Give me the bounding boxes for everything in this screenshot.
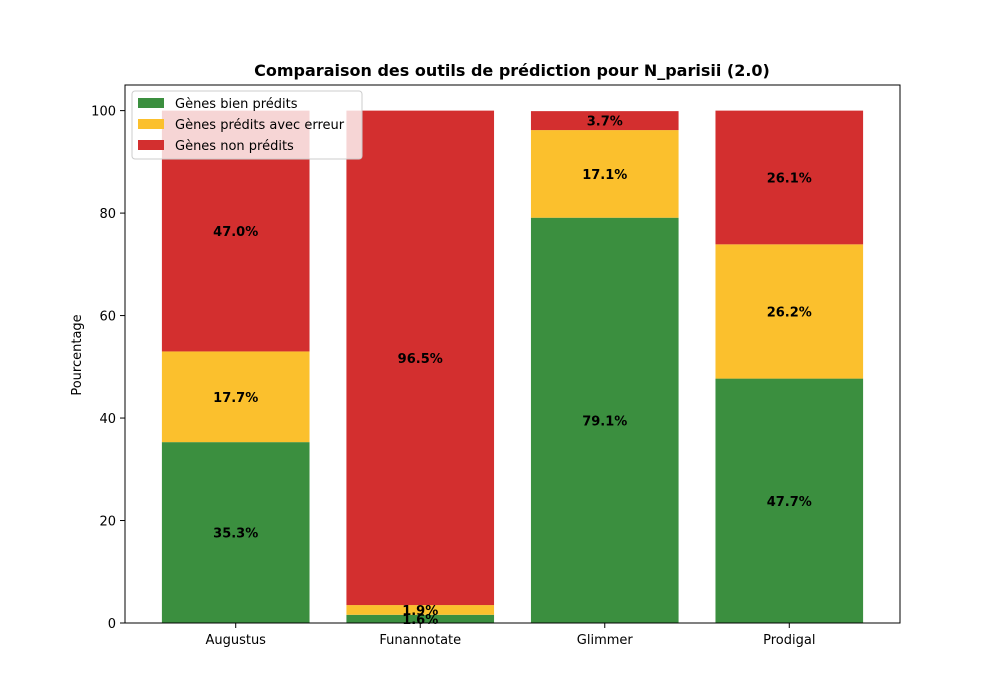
x-tick-label: Prodigal xyxy=(763,633,815,648)
y-axis: 0 20 40 60 80 100 xyxy=(91,105,125,632)
y-tick-label: 100 xyxy=(91,105,116,120)
y-tick-label: 20 xyxy=(99,515,116,530)
data-label-funannotate-series-1: 1.6% xyxy=(402,613,438,628)
data-label-glimmer-series-2: 17.1% xyxy=(582,168,627,183)
legend-label: Gènes bien prédits xyxy=(175,97,298,112)
x-tick-label: Augustus xyxy=(205,633,266,648)
bar-funannotate-series-2 xyxy=(346,605,495,615)
x-axis: Augustus Funannotate Glimmer Prodigal xyxy=(205,623,815,648)
data-label-funannotate-series-3: 96.5% xyxy=(398,352,443,367)
legend-swatch xyxy=(138,119,164,129)
data-labels-group: 35.3% 17.7% 47.0% 1.6%1.9% 96.5% 79.1% 17.1% 3.… xyxy=(213,115,812,628)
bar-prodigal-series-2 xyxy=(715,244,864,379)
legend-swatch xyxy=(138,140,164,150)
bars-group xyxy=(161,110,864,623)
data-label-augustus-series-2: 17.7% xyxy=(213,391,258,406)
y-tick-label: 0 xyxy=(108,617,116,632)
data-label-prodigal-series-2: 26.2% xyxy=(767,305,812,320)
bar-prodigal-series-3 xyxy=(715,110,864,245)
legend-box xyxy=(131,90,363,160)
data-label-prodigal-series-3: 26.1% xyxy=(767,171,812,186)
bar-funannotate-series-1 xyxy=(346,614,495,623)
data-label-glimmer-series-3: 3.7% xyxy=(587,115,623,130)
x-tick-label: Glimmer xyxy=(577,633,634,648)
bar-glimmer-series-1 xyxy=(530,217,679,623)
x-tick-label: Funannotate xyxy=(379,633,461,648)
y-axis-label: Pourcentage xyxy=(70,314,85,395)
legend-swatch xyxy=(138,98,164,108)
data-label-glimmer-series-1: 79.1% xyxy=(582,414,627,429)
legend: Gènes bien prédits Gènes prédits avec err… xyxy=(131,90,363,160)
bar-glimmer-series-3 xyxy=(530,111,679,131)
data-label-funannotate-series-2: 1.9% xyxy=(402,604,438,619)
data-label-augustus-series-3: 47.0% xyxy=(213,225,258,240)
bar-augustus-series-1 xyxy=(161,442,310,623)
plot-frame xyxy=(124,84,901,624)
legend-label: Gènes prédits avec erreur xyxy=(175,118,345,133)
bar-glimmer-series-2 xyxy=(530,130,679,218)
bar-funannotate-series-3 xyxy=(346,110,495,606)
y-tick-label: 40 xyxy=(99,412,116,427)
bar-augustus-series-2 xyxy=(161,351,310,443)
data-label-augustus-series-1: 35.3% xyxy=(213,527,258,542)
bar-prodigal-series-1 xyxy=(715,378,864,623)
chart-title: Comparaison des outils de prédiction pou… xyxy=(254,61,770,80)
y-tick-label: 80 xyxy=(99,207,116,222)
data-label-prodigal-series-1: 47.7% xyxy=(767,495,812,510)
legend-label: Gènes non prédits xyxy=(175,139,294,154)
y-tick-label: 60 xyxy=(99,310,116,325)
